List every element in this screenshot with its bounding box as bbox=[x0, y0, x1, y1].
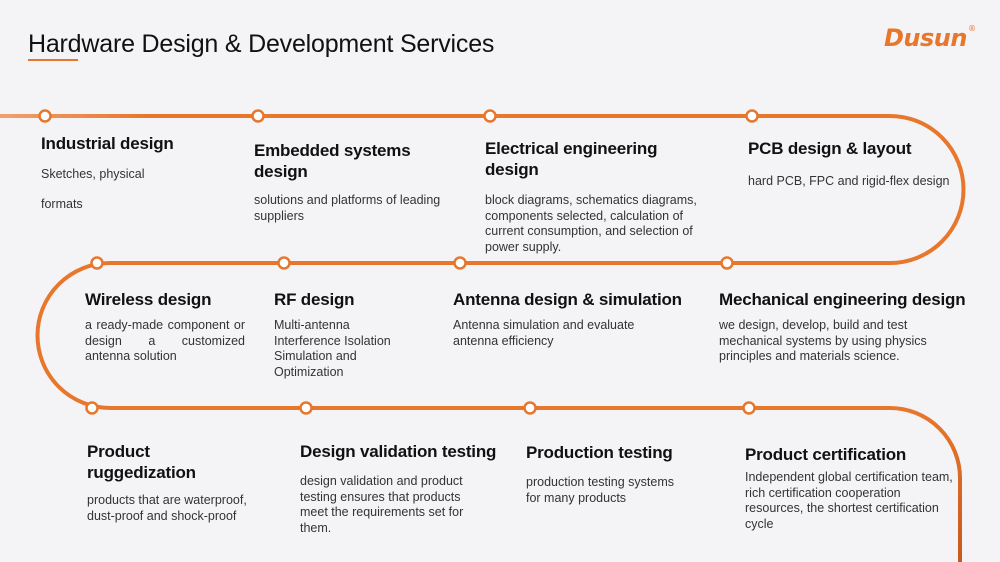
node-title: Mechanical engineering design bbox=[719, 290, 966, 309]
node-product-ruggedization: Product ruggedization products that are … bbox=[87, 441, 257, 524]
brand-logo: Dusun® bbox=[884, 24, 976, 52]
node-antenna-design-simulation: Antenna design & simulation Antenna simu… bbox=[453, 289, 693, 349]
node-title: PCB design & layout bbox=[748, 139, 912, 158]
milestone-dot bbox=[277, 256, 291, 270]
node-desc-line: formats bbox=[41, 196, 83, 211]
milestone-dot bbox=[742, 401, 756, 415]
node-title: Product ruggedization bbox=[87, 442, 196, 482]
node-desc: Independent global certification team, r… bbox=[745, 470, 953, 531]
node-title: Embedded systems design bbox=[254, 141, 411, 181]
node-title: Design validation testing bbox=[300, 442, 497, 461]
milestone-dot bbox=[745, 109, 759, 123]
logo-text: Dusun bbox=[884, 24, 967, 52]
milestone-dot bbox=[38, 109, 52, 123]
node-desc: Antenna simulation and evaluate antenna … bbox=[453, 318, 635, 348]
node-embedded-systems-design: Embedded systems design solutions and pl… bbox=[254, 140, 464, 224]
node-wireless-design: Wireless design a ready-made component o… bbox=[85, 289, 245, 365]
node-product-certification: Product certification Independent global… bbox=[745, 444, 955, 532]
node-title: Electrical engineering design bbox=[485, 139, 658, 179]
registered-mark: ® bbox=[967, 24, 976, 33]
node-title: Production testing bbox=[526, 443, 673, 462]
node-desc: we design, develop, build and test mecha… bbox=[719, 318, 927, 363]
path-row-2 bbox=[35, 261, 890, 410]
milestone-dot bbox=[85, 401, 99, 415]
path-row-3 bbox=[110, 406, 962, 562]
node-desc: hard PCB, FPC and rigid-flex design bbox=[748, 174, 950, 188]
node-desc: a ready-made component or design a custo… bbox=[85, 318, 245, 363]
node-title: Industrial design bbox=[41, 134, 174, 153]
node-production-testing: Production testing production testing sy… bbox=[526, 442, 706, 506]
path-row-1 bbox=[0, 114, 966, 265]
milestone-dot bbox=[523, 401, 537, 415]
milestone-dot bbox=[90, 256, 104, 270]
node-design-validation-testing: Design validation testing design validat… bbox=[300, 441, 500, 536]
node-title: RF design bbox=[274, 290, 355, 309]
node-pcb-design-layout: PCB design & layout hard PCB, FPC and ri… bbox=[748, 138, 963, 190]
node-title: Product certification bbox=[745, 445, 907, 464]
node-desc-line: Sketches, physical bbox=[41, 167, 145, 181]
node-title: Antenna design & simulation bbox=[453, 290, 682, 309]
node-industrial-design: Industrial design Sketches, physical for… bbox=[41, 133, 231, 212]
milestone-dot bbox=[483, 109, 497, 123]
milestone-dot bbox=[251, 109, 265, 123]
milestone-dot bbox=[453, 256, 467, 270]
node-desc: Multi-antenna Interference Isolation Sim… bbox=[274, 318, 391, 379]
node-desc: solutions and platforms of leading suppl… bbox=[254, 193, 441, 223]
node-desc: design validation and product testing en… bbox=[300, 474, 464, 535]
milestone-dot bbox=[299, 401, 313, 415]
title-underline bbox=[28, 59, 78, 61]
page-title: Hardware Design & Development Services bbox=[28, 30, 495, 58]
milestone-dot bbox=[720, 256, 734, 270]
node-desc: production testing systems for many prod… bbox=[526, 475, 674, 505]
node-rf-design: RF design Multi-antenna Interference Iso… bbox=[274, 289, 414, 380]
node-desc: block diagrams, schematics diagrams, com… bbox=[485, 193, 697, 254]
node-desc: products that are waterproof, dust-proof… bbox=[87, 493, 247, 523]
node-title: Wireless design bbox=[85, 290, 212, 309]
node-mechanical-engineering-design: Mechanical engineering design we design,… bbox=[719, 289, 969, 365]
node-electrical-engineering-design: Electrical engineering design block diag… bbox=[485, 138, 715, 255]
